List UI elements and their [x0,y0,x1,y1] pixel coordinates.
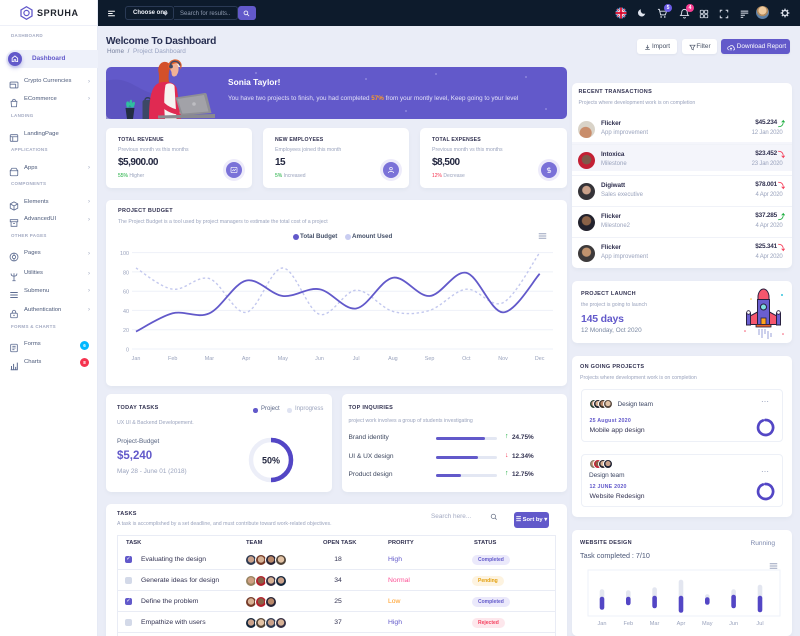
svg-text:Apr: Apr [242,356,251,362]
svg-text:Sep: Sep [425,356,435,362]
svg-text:Apr: Apr [677,621,686,627]
svg-text:Feb: Feb [168,356,177,362]
svg-text:60: 60 [123,290,129,296]
svg-text:Nov: Nov [498,356,508,362]
svg-text:Jun: Jun [315,356,324,362]
svg-text:Oct: Oct [462,356,471,362]
svg-text:100: 100 [120,251,129,257]
svg-text:Dec: Dec [535,356,545,362]
svg-text:May: May [702,621,713,627]
svg-text:50%: 50% [261,455,279,465]
svg-text:Aug: Aug [388,356,398,362]
svg-text:20: 20 [123,328,129,334]
svg-text:Mar: Mar [205,356,214,362]
svg-text:Jul: Jul [353,356,360,362]
svg-text:Jan: Jan [597,621,606,627]
svg-text:40: 40 [123,309,129,315]
svg-text:Mar: Mar [650,621,660,627]
svg-text:May: May [278,356,288,362]
svg-text:0: 0 [126,347,129,353]
svg-text:80: 80 [123,270,129,276]
svg-text:Jul: Jul [756,621,763,627]
svg-text:Jan: Jan [132,356,141,362]
svg-text:Feb: Feb [623,621,633,627]
svg-text:Jun: Jun [729,621,738,627]
